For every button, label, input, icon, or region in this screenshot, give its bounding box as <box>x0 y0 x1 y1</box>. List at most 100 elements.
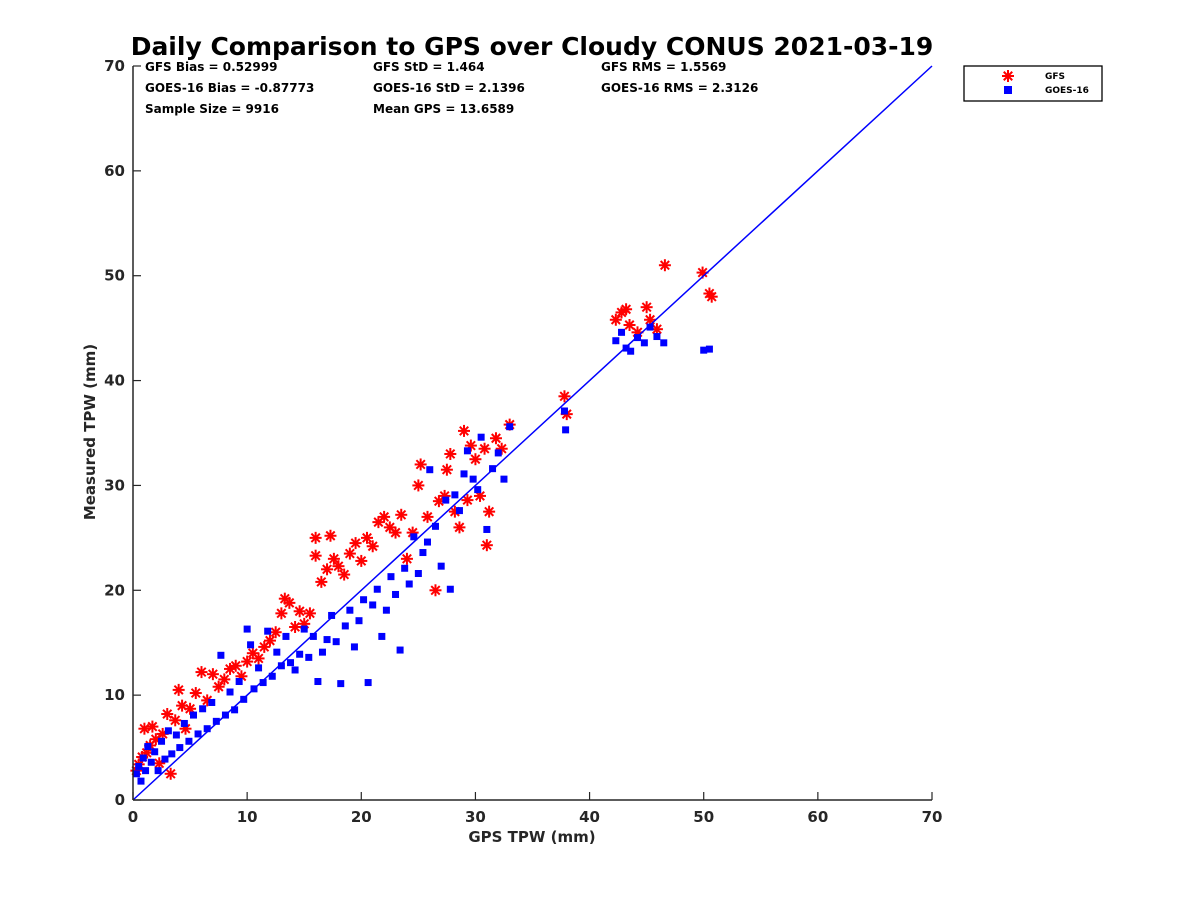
x-tick-label: 0 <box>128 808 138 826</box>
goes16-point <box>653 333 661 341</box>
gfs-point <box>206 668 219 681</box>
goes16-point <box>489 465 497 473</box>
goes16-point <box>341 622 349 630</box>
gfs-point <box>263 634 276 647</box>
reference-line-group <box>132 65 933 801</box>
stat-text: Sample Size = 9916 <box>145 102 279 116</box>
y-tick-label: 20 <box>104 581 125 599</box>
stat-text: Mean GPS = 13.6589 <box>373 102 514 116</box>
gfs-point <box>366 540 379 553</box>
gfs-point <box>558 390 571 403</box>
gfs-point <box>389 526 402 539</box>
goes16-point <box>437 562 445 570</box>
goes16-point <box>640 339 648 347</box>
gfs-point-stroke <box>559 391 570 402</box>
gfs-point <box>378 510 391 523</box>
chart-title: Daily Comparison to GPS over Cloudy CONU… <box>131 32 934 61</box>
goes16-point <box>700 346 708 354</box>
gfs-point <box>483 505 496 518</box>
goes16-point <box>612 337 620 345</box>
goes16-point <box>231 706 239 714</box>
goes16-point <box>350 643 358 651</box>
goes16-point <box>154 767 162 775</box>
gfs-point-stroke <box>475 490 485 501</box>
gfs-point-stroke <box>401 553 412 564</box>
gfs-point-stroke <box>481 540 492 551</box>
gfs-point <box>309 531 322 544</box>
goes16-point <box>364 679 372 687</box>
gfs-point-stroke <box>294 606 305 617</box>
goes16-point <box>355 617 363 625</box>
gfs-point <box>355 554 368 567</box>
goes16-point <box>323 636 331 644</box>
goes16-point <box>259 679 267 687</box>
statistics-annotations: GFS Bias = 0.52999 GFS StD = 1.464 GFS RMS… <box>145 60 758 116</box>
gfs-point <box>229 659 242 672</box>
stat-text: GOES-16 Bias = -0.87773 <box>145 81 314 95</box>
gfs-point-stroke <box>413 480 424 491</box>
gfs-point <box>406 526 419 539</box>
gfs-point-stroke <box>328 553 339 564</box>
gfs-point-stroke <box>276 608 287 619</box>
goes16-point <box>474 486 482 494</box>
x-tick-label: 50 <box>693 808 714 826</box>
goes16-point <box>360 596 368 604</box>
goes16-point <box>300 625 308 633</box>
goes16-point <box>396 646 404 654</box>
goes16-point <box>618 328 626 336</box>
gfs-point <box>289 620 302 633</box>
gfs-point-stroke <box>290 622 301 632</box>
gfs-point <box>421 510 434 523</box>
gfs-point <box>338 568 351 581</box>
goes16-point <box>291 666 299 674</box>
y-tick-label: 50 <box>104 267 125 285</box>
goes16-point <box>405 580 413 588</box>
goes16-point <box>314 678 322 686</box>
gfs-point <box>275 607 288 620</box>
goes16-point <box>235 678 243 686</box>
y-tick-label: 0 <box>115 791 125 809</box>
gfs-point <box>478 442 491 455</box>
goes16-point <box>469 475 477 483</box>
gfs-point <box>212 680 225 693</box>
y-tick-label: 40 <box>104 372 125 390</box>
goes16-point <box>382 606 390 614</box>
goes16-point <box>180 719 188 727</box>
goes16-point <box>168 750 176 758</box>
gfs-point <box>332 560 345 573</box>
gfs-point-stroke <box>196 667 207 678</box>
goes16-point <box>346 606 354 614</box>
gfs-point <box>138 722 151 735</box>
gfs-point-stroke <box>316 576 327 587</box>
goes16-point <box>392 590 400 598</box>
gfs-point <box>412 479 425 492</box>
gfs-point-stroke <box>219 674 230 685</box>
gfs-point-stroke <box>270 627 281 638</box>
gfs-point <box>303 607 316 620</box>
gfs-point-stroke <box>697 267 708 278</box>
goes16-point <box>217 651 225 659</box>
gfs-point-stroke <box>147 721 158 732</box>
gfs-point <box>172 683 185 696</box>
goes16-point <box>158 737 166 745</box>
gfs-point-stroke <box>384 522 395 533</box>
goes16-point <box>378 632 386 640</box>
gfs-point-stroke <box>367 541 378 552</box>
gfs-point-stroke <box>651 324 662 335</box>
gfs-point-stroke <box>265 635 275 646</box>
gfs-point-stroke <box>310 550 321 561</box>
x-tick-label: 70 <box>922 808 943 826</box>
legend-gfs-marker-stroke <box>1003 71 1013 81</box>
goes16-point <box>305 653 313 661</box>
goes16-point <box>282 632 290 640</box>
gfs-point-stroke <box>459 425 469 436</box>
goes16-point <box>455 507 463 515</box>
gfs-point-stroke <box>430 585 441 596</box>
one-to-one-line <box>132 65 933 801</box>
gfs-point <box>623 318 636 331</box>
goes16-point <box>185 737 193 745</box>
goes16-point <box>337 680 345 688</box>
goes16-point <box>208 698 216 706</box>
goes16-point <box>419 549 427 557</box>
